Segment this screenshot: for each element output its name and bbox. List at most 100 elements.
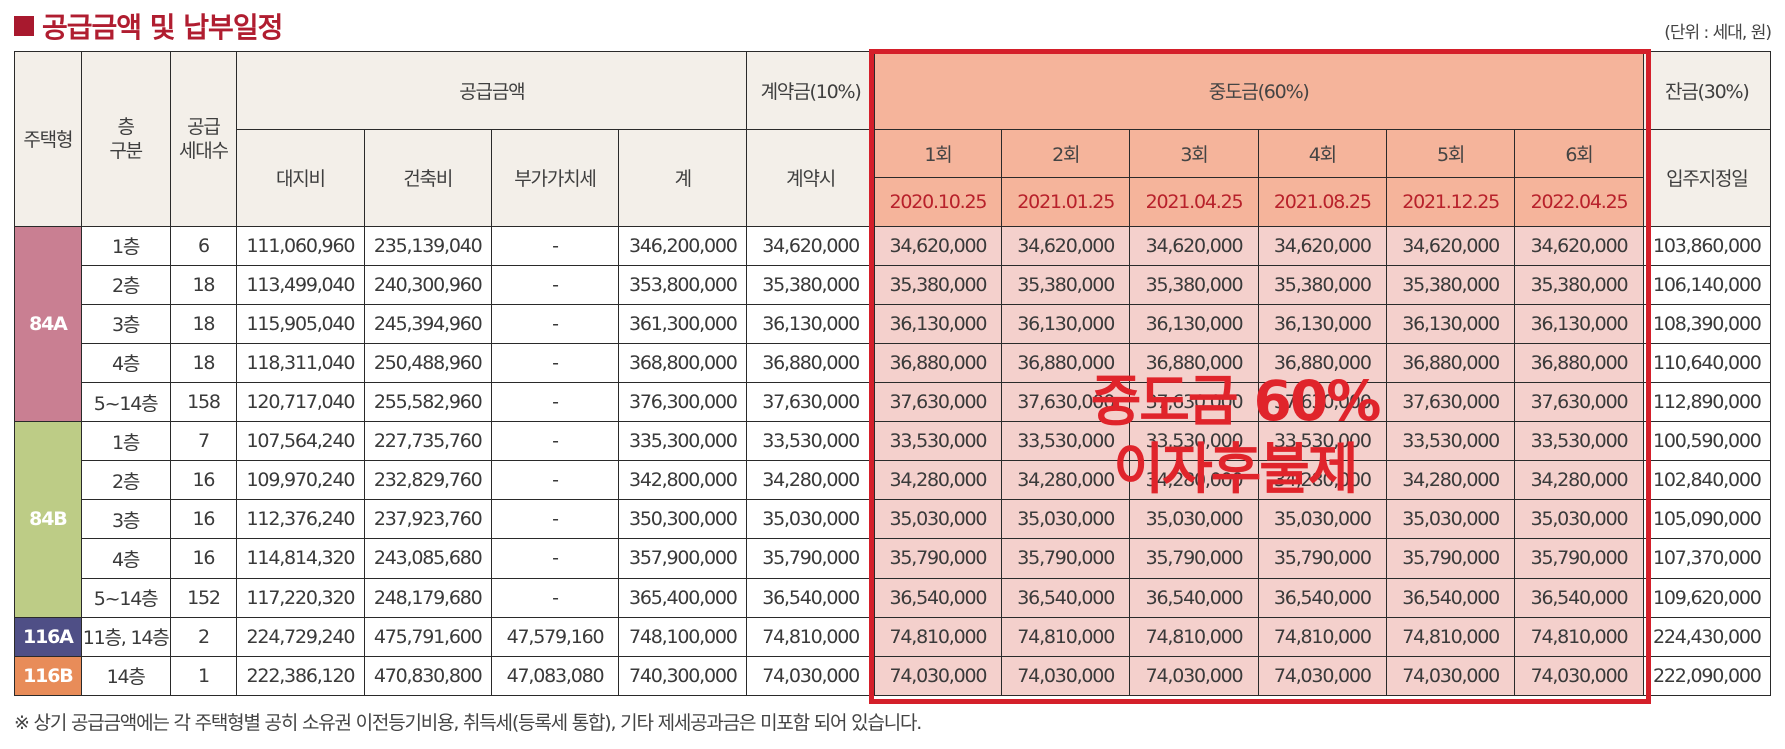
middle-payment-cell: 33,530,000 <box>1385 421 1516 462</box>
middle-payment-cell: 36,540,000 <box>1514 577 1644 618</box>
header-building: 건축비 <box>363 129 492 227</box>
balance-cell: 107,370,000 <box>1642 538 1772 579</box>
header-land: 대지비 <box>236 129 365 227</box>
building-cell: 245,394,960 <box>363 303 492 344</box>
units-cell: 158 <box>169 381 238 423</box>
section-title: 공급금액 및 납부일정 <box>14 6 283 46</box>
middle-payment-cell: 36,540,000 <box>873 577 1003 618</box>
floor-cell: 2층 <box>80 460 171 501</box>
balance-cell: 102,840,000 <box>1642 460 1772 501</box>
table-row: 4층 16 114,814,320 243,085,680-357,900,000 35… <box>15 538 1772 579</box>
middle-payment-cell: 37,630,000 <box>1129 381 1259 423</box>
middle-payment-cell: 74,810,000 <box>1385 616 1516 657</box>
table-row: 84B 1층 7 107,564,240 227,735,760-335,300,000… <box>14 421 1772 618</box>
header-supply: 공급금액 <box>236 50 748 131</box>
middle-payment-cell: 36,130,000 <box>1129 303 1259 344</box>
land-cell: 111,060,960 <box>236 225 365 266</box>
building-cell: 227,735,760 <box>363 421 492 462</box>
table-row: 5~14층 158 120,717,040 255,582,960-376,300,0… <box>15 381 1772 423</box>
vat-cell: 47,083,080 <box>490 655 620 697</box>
middle-payment-cell: 36,130,000 <box>1001 303 1131 344</box>
header-type: 주택형 <box>14 51 82 227</box>
building-cell: 255,582,960 <box>363 381 492 423</box>
balance-cell: 103,860,000 <box>1642 225 1772 266</box>
land-cell: 112,376,240 <box>236 499 365 540</box>
units-cell: 16 <box>169 499 238 540</box>
middle-payment-cell: 74,030,000 <box>1257 655 1387 697</box>
balance-cell: 109,620,000 <box>1642 577 1772 618</box>
floor-cell: 3층 <box>80 499 171 540</box>
middle-payment-cell: 34,620,000 <box>1129 225 1259 266</box>
middle-payment-cell: 74,030,000 <box>1129 655 1259 697</box>
middle-payment-cell: 36,130,000 <box>1257 303 1387 344</box>
middle-payment-cell: 35,790,000 <box>1129 538 1259 579</box>
middle-payment-cell: 74,810,000 <box>1514 616 1644 657</box>
table-row: 2층 18 113,499,040 240,300,960-353,800,000 35… <box>15 264 1772 305</box>
land-cell: 224,729,240 <box>236 616 365 657</box>
units-cell: 18 <box>169 342 238 383</box>
middle-payment-cell: 36,880,000 <box>1385 342 1516 383</box>
middle-payment-cell: 36,130,000 <box>1514 303 1644 344</box>
balance-cell: 112,890,000 <box>1642 381 1772 423</box>
type-cell: 116A <box>14 616 82 657</box>
building-cell: 235,139,040 <box>363 225 492 266</box>
header-move-in: 입주지정일 <box>1642 129 1772 227</box>
land-cell: 113,499,040 <box>236 264 365 305</box>
deposit-cell: 36,880,000 <box>746 342 875 383</box>
units-cell: 152 <box>169 577 238 618</box>
type-cell: 84B <box>14 421 82 618</box>
header-units-text: 공급 세대수 <box>178 115 229 162</box>
middle-payment-cell: 35,380,000 <box>1514 264 1644 305</box>
units-cell: 1 <box>169 655 238 697</box>
table-row: 116B 14층 1 222,386,120 470,830,800 47,083,080… <box>14 655 1772 697</box>
middle-payment-cell: 74,030,000 <box>873 655 1003 697</box>
floor-cell: 3층 <box>80 303 171 344</box>
balance-cell: 100,590,000 <box>1642 421 1772 462</box>
units-cell: 18 <box>169 303 238 344</box>
total-cell: 357,900,000 <box>618 538 748 579</box>
unit-note: (단위 : 세대, 원) <box>1664 23 1772 43</box>
header-total: 계 <box>618 129 748 227</box>
middle-payment-cell: 36,540,000 <box>1129 577 1259 618</box>
units-cell: 16 <box>169 538 238 579</box>
middle-payment-cell: 37,630,000 <box>1257 381 1387 423</box>
middle-payment-cell: 34,620,000 <box>873 225 1003 266</box>
balance-cell: 110,640,000 <box>1642 342 1772 383</box>
middle-payment-cell: 34,620,000 <box>1514 225 1644 266</box>
middle-payment-cell: 36,880,000 <box>873 342 1003 383</box>
middle-payment-cell: 35,380,000 <box>1385 264 1516 305</box>
middle-payment-cell: 74,030,000 <box>1385 655 1516 697</box>
deposit-cell: 36,540,000 <box>746 577 875 618</box>
balance-cell: 108,390,000 <box>1642 303 1772 344</box>
deposit-cell: 35,030,000 <box>746 499 875 540</box>
land-cell: 120,717,040 <box>236 381 365 423</box>
middle-payment-cell: 33,530,000 <box>873 421 1003 462</box>
deposit-cell: 34,280,000 <box>746 460 875 501</box>
middle-payment-cell: 35,030,000 <box>1129 499 1259 540</box>
middle-payment-cell: 74,030,000 <box>1514 655 1644 697</box>
middle-payment-cell: 74,810,000 <box>1001 616 1131 657</box>
middle-payment-cell: 34,620,000 <box>1001 225 1131 266</box>
vat-cell: 47,579,160 <box>490 616 620 657</box>
header-installment-4: 4회 <box>1257 129 1387 179</box>
middle-payment-cell: 35,030,000 <box>1001 499 1131 540</box>
land-cell: 107,564,240 <box>236 421 365 462</box>
header-date-4: 2021.08.25 <box>1257 177 1387 227</box>
total-cell: 353,800,000 <box>618 264 748 305</box>
deposit-cell: 37,630,000 <box>746 381 875 423</box>
units-cell: 16 <box>169 460 238 501</box>
vat-cell: - <box>490 577 620 618</box>
middle-payment-cell: 74,810,000 <box>1257 616 1387 657</box>
middle-payment-cell: 35,030,000 <box>1385 499 1516 540</box>
building-cell: 475,791,600 <box>363 616 492 657</box>
middle-payment-cell: 33,530,000 <box>1514 421 1644 462</box>
header-middle: 중도금(60%) <box>873 50 1644 131</box>
total-cell: 368,800,000 <box>618 342 748 383</box>
units-cell: 18 <box>169 264 238 305</box>
deposit-cell: 35,790,000 <box>746 538 875 579</box>
middle-payment-cell: 34,620,000 <box>1257 225 1387 266</box>
land-cell: 118,311,040 <box>236 342 365 383</box>
header-date-1: 2020.10.25 <box>873 177 1003 227</box>
table-row: 116A 11층, 14층 2 224,729,240 475,791,600 47,57… <box>14 616 1772 657</box>
land-cell: 117,220,320 <box>236 577 365 618</box>
